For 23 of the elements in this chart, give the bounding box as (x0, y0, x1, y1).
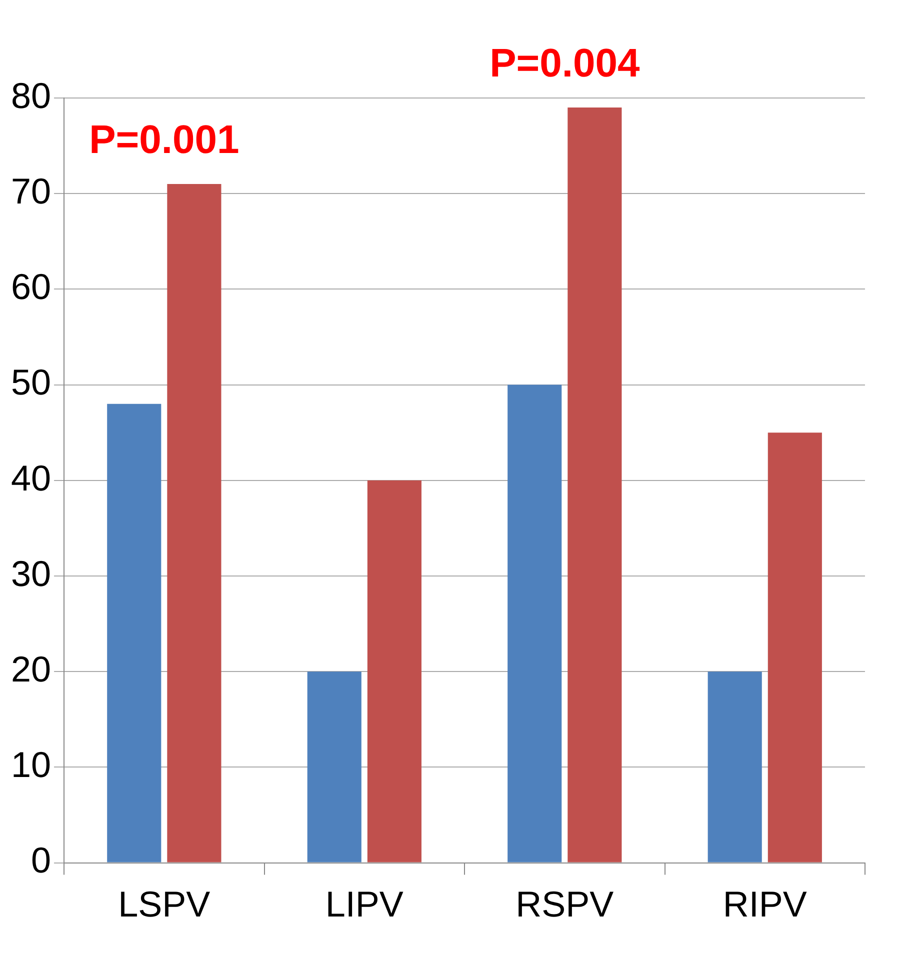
bar (107, 404, 162, 862)
x-tick-label: RIPV (722, 883, 807, 924)
text: P=0.004 (490, 42, 640, 86)
x-tick-label: RSPV (516, 883, 614, 924)
y-tick-label: 40 (10, 457, 52, 498)
y-tick-label: 20 (10, 648, 52, 690)
y-tick-label: 70 (10, 170, 52, 212)
bar (708, 672, 762, 862)
bar (367, 480, 422, 862)
y-tick-label: 10 (10, 744, 52, 786)
y-tick-label: 50 (10, 362, 52, 403)
y-tick-label: 80 (10, 74, 52, 116)
y-tick-label: 30 (10, 552, 52, 594)
bar (768, 432, 822, 862)
y-tick-label: 60 (10, 266, 52, 308)
annotation: P=0.001 (89, 118, 240, 162)
bar (508, 384, 562, 862)
bar (568, 108, 622, 862)
y-tick-label: 0 (31, 840, 52, 881)
bar (307, 672, 362, 862)
bar (167, 184, 222, 862)
x-tick-label: LIPV (325, 883, 404, 924)
x-tick-label: LSPV (118, 883, 210, 924)
